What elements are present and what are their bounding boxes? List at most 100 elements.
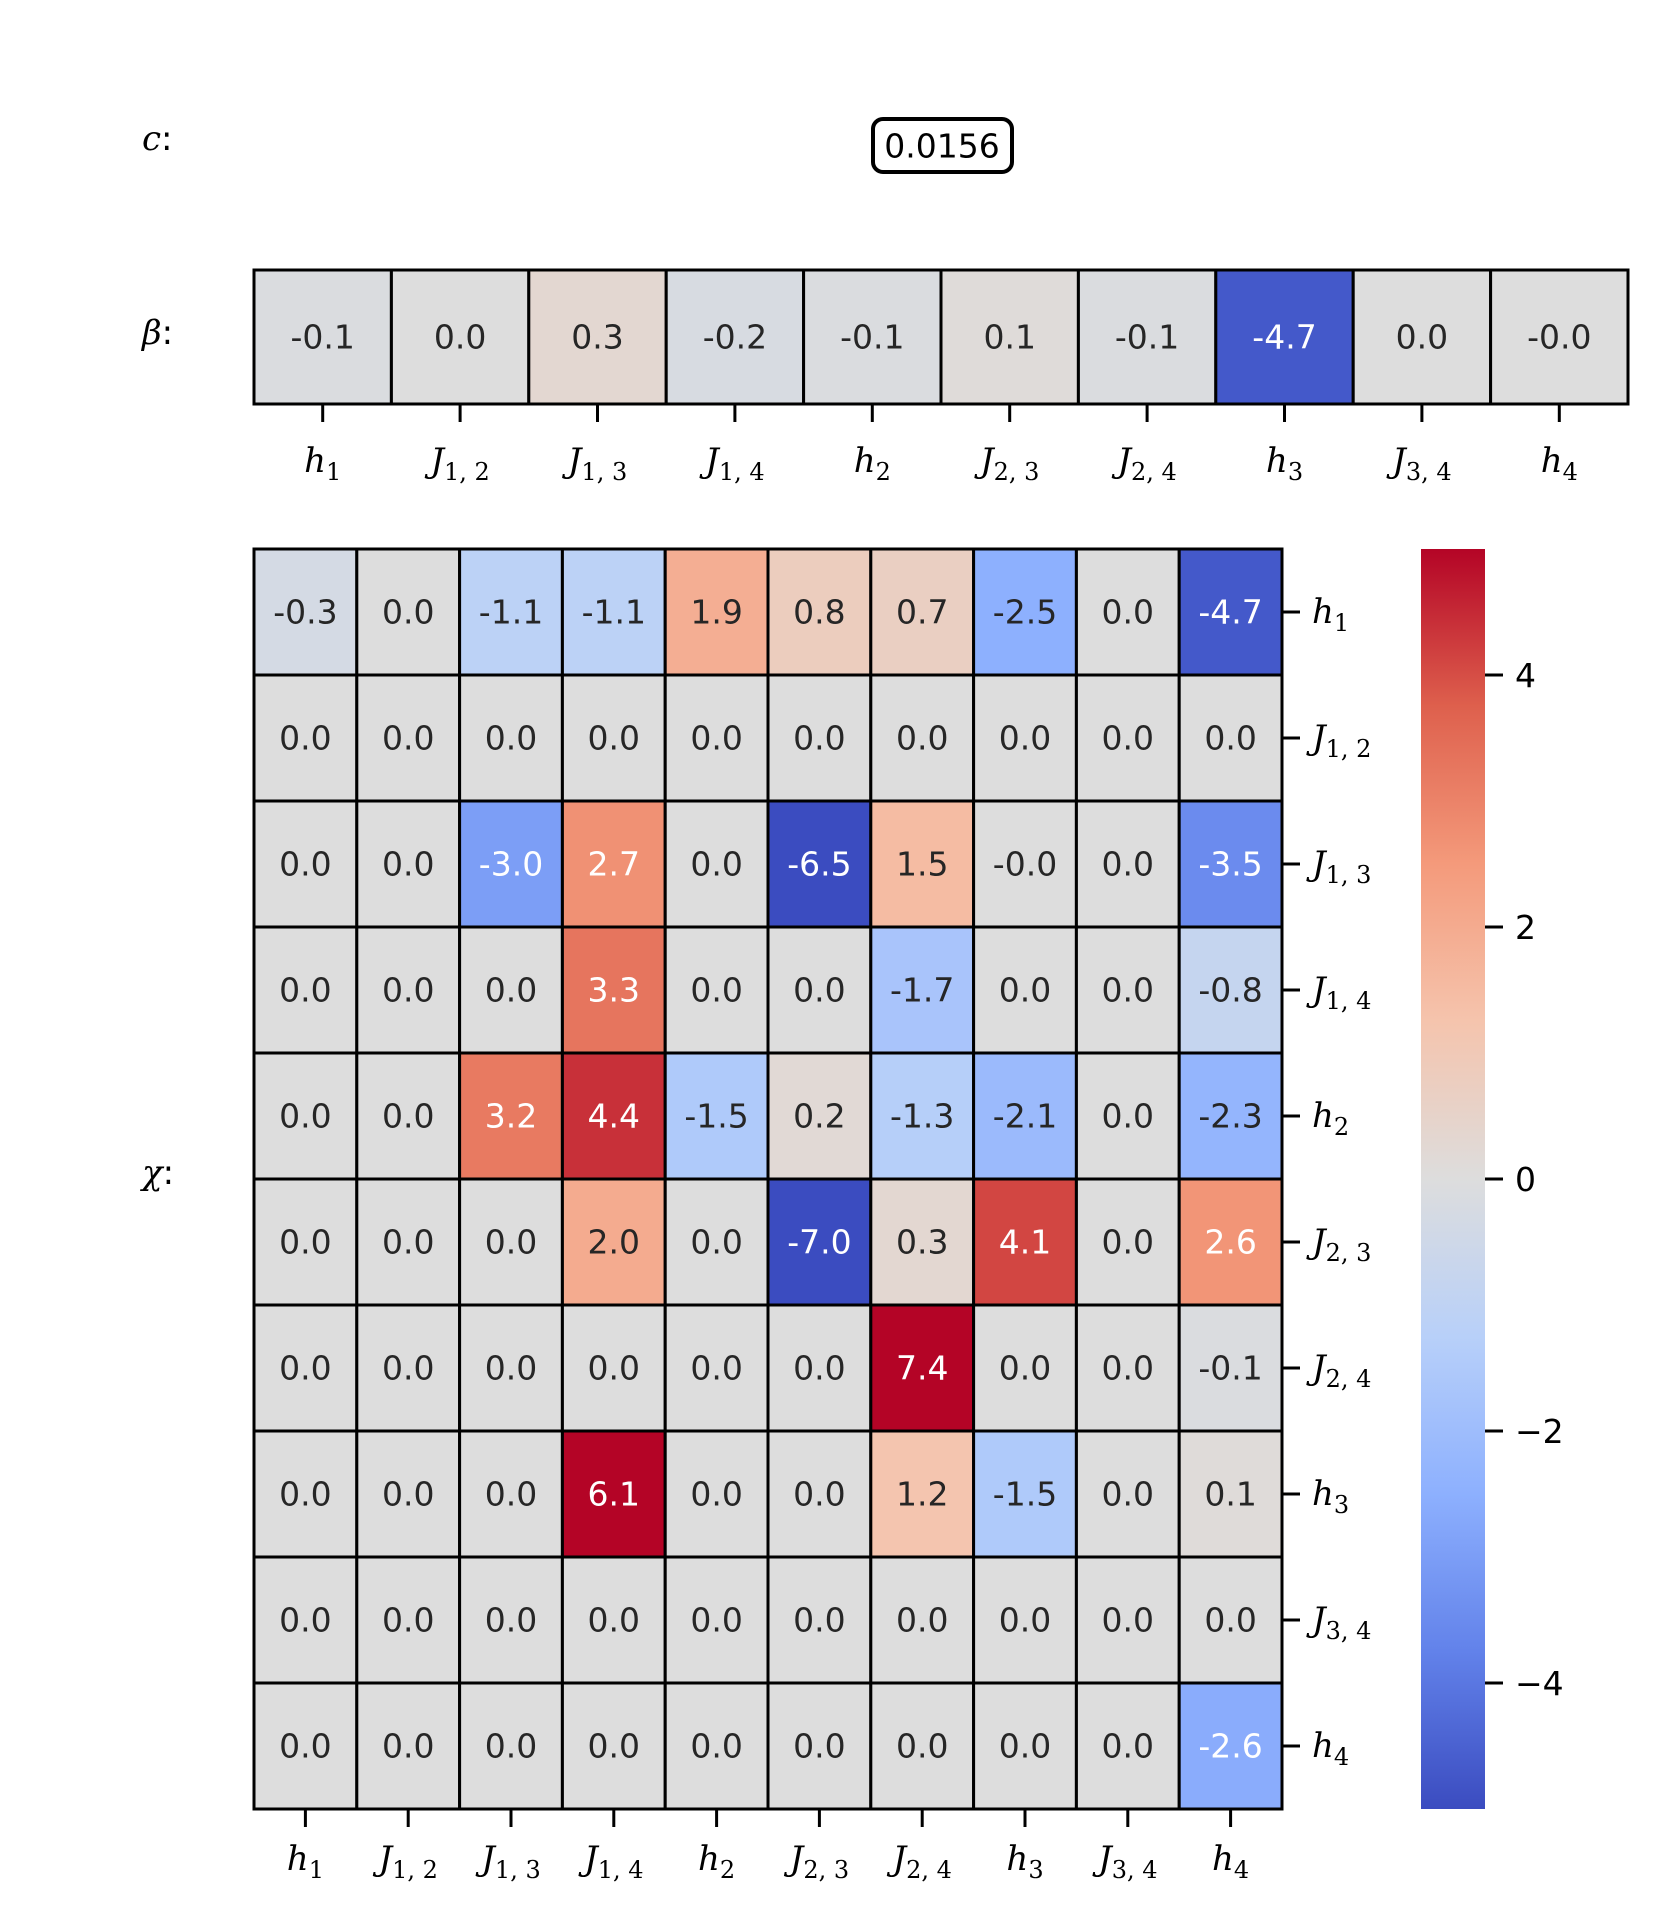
chi-cell-value: 0.0 [1102,1223,1154,1262]
chi-cell [252,547,359,677]
chi-cell [355,925,462,1055]
chi-y-tick-label: J3, 4 [1306,1600,1371,1645]
chi-cell-value: 0.0 [1102,1097,1154,1136]
chi-x-tick-label: J1, 2 [372,1839,437,1884]
beta-cell-value: 0.1 [983,318,1035,357]
chi-cell-value: 0.0 [690,719,742,758]
chi-cell-value: 0.0 [1102,593,1154,632]
chi-cell-value: -0.1 [1198,1349,1262,1388]
chi-cell [972,1051,1078,1181]
chi-y-tick-label: J1, 4 [1306,970,1371,1015]
chi-section: χ: -0.3 0.0 -1.1 -1.1 1.9 0.8 0.7 -2.5 0.0 -4.7 0.… [140,547,1371,1884]
chi-cell-value: 0.0 [793,1601,845,1640]
chi-cell-value: 0.0 [1204,719,1256,758]
chi-heatmap: -0.3 0.0 -1.1 -1.1 1.9 0.8 0.7 -2.5 0.0 -4.7 0.0 0.… [252,547,1284,1811]
chi-x-tick-label: J1, 4 [578,1839,643,1884]
chi-cell [1074,1177,1181,1307]
chi-x-tick-label: h1 [287,1839,324,1884]
beta-x-tick-label: J2, 4 [1111,441,1176,486]
chi-cell [560,673,667,803]
chi-cell [1074,1555,1181,1685]
beta-x-tick-label: J1, 4 [699,441,764,486]
chi-cell-value: 0.0 [279,845,331,884]
beta-cell-value: -4.7 [1252,318,1316,357]
chi-cell-value: 0.0 [279,1475,331,1514]
chi-cell-value: 0.0 [793,719,845,758]
chi-cell-value: 0.0 [690,1475,742,1514]
chi-cell [663,925,770,1055]
chi-cell [458,1555,564,1685]
chi-cell [972,1429,1078,1559]
chi-cell-value: 6.1 [588,1475,640,1514]
beta-cell [252,268,393,406]
chi-y-tick-label: J2, 3 [1306,1222,1371,1267]
beta-x-tick-label: J1, 2 [424,441,489,486]
chi-cell-value: 0.0 [279,1727,331,1766]
chi-y-axis: h1 J1, 2 J1, 3 J1, 4 h2 J2, 3 J2, 4 h3 J3, 4 h4 [1282,592,1371,1771]
beta-cell-value: 0.0 [1396,318,1448,357]
chi-cell-value: -1.1 [479,593,543,632]
chi-cell-value: 0.0 [690,1223,742,1262]
chi-cell-value: 0.8 [793,593,845,632]
beta-label: β: [140,313,173,353]
chi-cell-value: 0.0 [999,1349,1051,1388]
beta-x-tick-label: h4 [1541,441,1578,486]
chi-cell [766,925,873,1055]
beta-cell [1489,268,1630,406]
beta-x-tick-label: J3, 4 [1386,441,1451,486]
chi-cell-value: 0.0 [485,1475,537,1514]
chi-cell-value: 4.1 [999,1223,1051,1262]
chi-cell-value: 0.0 [793,1349,845,1388]
colorbar-tick-label: 0 [1515,1160,1536,1199]
chi-cell-value: 0.0 [382,1475,434,1514]
chi-cell [663,1177,770,1307]
chi-cell-value: 0.0 [485,971,537,1010]
chi-cell [458,1303,564,1433]
chi-cell-value: 0.0 [382,1349,434,1388]
chi-cell-value: 0.0 [279,1349,331,1388]
chi-cell-value: 0.0 [690,845,742,884]
chi-cell-value: -1.3 [890,1097,954,1136]
chi-cell [972,1303,1078,1433]
chi-cell-value: 1.5 [896,845,948,884]
chi-cell-value: 0.0 [279,1223,331,1262]
chi-cell [252,1051,359,1181]
colorbar-tick-label: −2 [1515,1412,1564,1451]
chi-cell [355,1429,462,1559]
chi-cell-value: 0.0 [485,1349,537,1388]
chi-cell [560,925,667,1055]
chi-cell [869,547,976,677]
chi-cell-value: 0.0 [382,1727,434,1766]
chi-cell-value: 0.0 [1102,719,1154,758]
chi-cell [355,1051,462,1181]
chi-cell-value: 0.0 [1102,971,1154,1010]
colorbar-tick-label: 2 [1515,908,1536,947]
chi-cell-value: 0.0 [1204,1601,1256,1640]
chi-cell-value: 0.0 [793,1475,845,1514]
chi-y-tick-label: h1 [1312,592,1349,637]
chi-cell [1074,799,1181,929]
beta-cell [389,268,531,406]
chi-x-tick-label: J3, 4 [1092,1839,1157,1884]
beta-x-tick-label: h3 [1266,441,1303,486]
chi-cell-value: 0.0 [1102,1727,1154,1766]
chi-cell-value: 0.0 [1102,845,1154,884]
chi-cell-value: 0.0 [999,719,1051,758]
chi-cell [252,1429,359,1559]
chi-cell [766,1303,873,1433]
chi-x-tick-label: h3 [1006,1839,1043,1884]
chi-cell [458,925,564,1055]
chi-cell-value: 0.3 [896,1223,948,1262]
chi-cell [766,547,873,677]
chi-cell [766,1177,873,1307]
chi-cell-value: 0.0 [485,1727,537,1766]
chi-y-tick-label: J1, 2 [1306,718,1371,763]
chi-cell [1177,547,1284,677]
chi-cell [252,1303,359,1433]
chi-cell-value: 0.0 [690,1601,742,1640]
c-value: 0.0156 [884,127,999,166]
colorbar: 4 2 0 −2 −4 [1421,549,1564,1809]
chi-cell-value: -2.3 [1198,1097,1262,1136]
colorbar-ticks: 4 2 0 −2 −4 [1485,656,1564,1703]
